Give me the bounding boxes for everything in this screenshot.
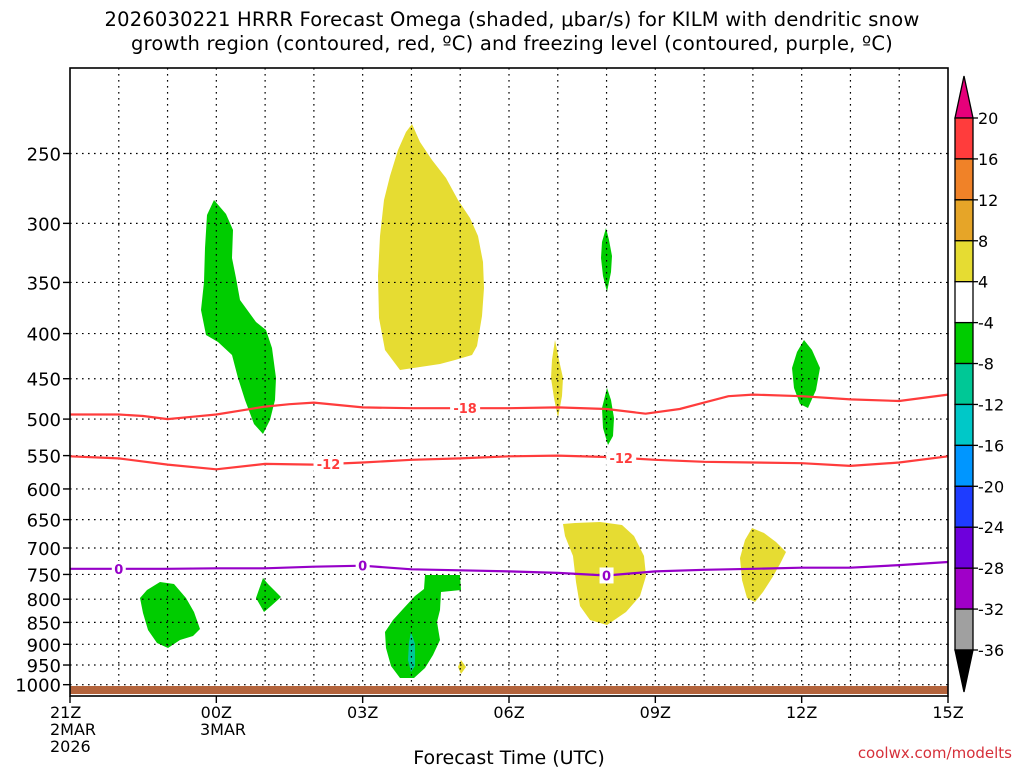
- omega-region-8: [740, 528, 786, 602]
- colorbar-band-9: [954, 444, 974, 487]
- omega-region-5: [602, 388, 614, 445]
- colorbar-band-1: [954, 117, 974, 160]
- colorbar-band-0: [954, 75, 974, 119]
- colorbar-label-3: 8: [978, 232, 988, 251]
- x-tick-label-1-l2: 3MAR: [200, 720, 246, 739]
- y-tick-label-950: 950: [27, 656, 61, 677]
- colorbar-label-13: -36: [978, 641, 1004, 660]
- x-tick-label-4-l1: 09Z: [640, 703, 671, 722]
- y-tick-label-750: 750: [27, 565, 61, 586]
- colorbar-label-11: -28: [978, 559, 1004, 578]
- x-tick-label-2-l1: 03Z: [347, 703, 378, 722]
- y-tick-label-600: 600: [27, 480, 61, 501]
- colorbar-band-12: [954, 567, 974, 610]
- y-tick-label-900: 900: [27, 635, 61, 656]
- contour-label-bg-1-1: [606, 449, 637, 466]
- colorbar-label-8: -16: [978, 436, 1004, 455]
- x-tick-label-1-l1: 00Z: [201, 703, 232, 722]
- y-tick-label-550: 550: [27, 447, 61, 468]
- colorbar-band-7: [954, 362, 974, 406]
- chart-title-line-2: growth region (contoured, red, ºC) and f…: [131, 32, 893, 55]
- colorbar-band-2: [954, 158, 974, 201]
- contour-line-2: [70, 560, 949, 577]
- chart-title-line-1: 2026030221 HRRR Forecast Omega (shaded, …: [104, 8, 920, 31]
- colorbar-label-12: -32: [978, 600, 1004, 619]
- omega-region-9: [140, 582, 200, 648]
- x-tick-label-5-l1: 12Z: [786, 703, 817, 722]
- omega-region-11: [385, 575, 461, 678]
- x-axis-label: Forecast Time (UTC): [413, 747, 604, 768]
- omega-region-12: [408, 632, 415, 672]
- colorbar-band-5: [954, 281, 974, 324]
- colorbar-label-6: -8: [978, 355, 994, 374]
- colorbar-label-7: -12: [978, 395, 1004, 414]
- contour-line-0: [70, 393, 949, 421]
- contour-label-bg-2-1: [355, 557, 370, 574]
- colorbar-band-10: [954, 485, 974, 528]
- x-tick-label-0-l1: 21Z: [50, 703, 81, 722]
- contour-label-2-2: 0: [602, 569, 611, 584]
- colorbar-label-2: 12: [978, 191, 998, 210]
- contour-label-bg-1-0: [313, 455, 344, 472]
- credit-text: coolwx.com/modelts: [857, 744, 1012, 762]
- omega-region-6: [792, 340, 820, 408]
- colorbar-band-13: [954, 608, 974, 651]
- colorbar-band-6: [954, 321, 974, 365]
- y-tick-label-650: 650: [27, 511, 61, 532]
- y-tick-label-300: 300: [27, 214, 61, 235]
- contour-label-2-1: 0: [358, 560, 367, 575]
- contour-label-1-0: -12: [317, 458, 341, 473]
- colorbar-label-0: 20: [978, 109, 998, 128]
- y-tick-label-350: 350: [27, 273, 61, 294]
- y-tick-label-250: 250: [27, 144, 61, 165]
- colorbar-band-8: [954, 403, 974, 447]
- omega-region-2: [378, 124, 484, 370]
- contour-label-bg-0-0: [450, 400, 481, 417]
- colorbar-band-14: [954, 649, 974, 693]
- x-tick-label-0-l3: 2026: [50, 737, 91, 756]
- colorbar-band-11: [954, 526, 974, 569]
- colorbar-band-3: [954, 199, 974, 242]
- contour-label-bg-2-0: [111, 560, 126, 577]
- y-tick-label-700: 700: [27, 539, 61, 560]
- x-tick-label-3-l1: 06Z: [493, 703, 524, 722]
- contour-label-0-0: -18: [453, 402, 477, 417]
- colorbar-label-5: -4: [978, 314, 994, 333]
- contour-label-1-1: -12: [609, 452, 633, 467]
- omega-region-13: [458, 660, 466, 674]
- contour-line-1: [69, 454, 949, 471]
- y-tick-label-1000: 1000: [15, 676, 61, 697]
- colorbar-label-1: 16: [978, 150, 998, 169]
- y-tick-label-850: 850: [27, 613, 61, 634]
- contour-label-bg-2-2: [599, 567, 614, 584]
- y-tick-label-450: 450: [27, 370, 61, 391]
- y-tick-label-500: 500: [27, 410, 61, 431]
- x-tick-label-0-l2: 2MAR: [50, 720, 96, 739]
- colorbar-label-10: -24: [978, 518, 1004, 537]
- y-tick-label-400: 400: [27, 325, 61, 346]
- omega-region-10: [256, 578, 281, 612]
- contour-label-2-0: 0: [114, 563, 123, 578]
- colorbar-label-4: 4: [978, 273, 988, 292]
- colorbar-band-4: [954, 240, 974, 283]
- omega-region-1: [201, 200, 276, 434]
- ground-surface: [70, 686, 948, 694]
- colorbar-label-9: -20: [978, 477, 1004, 496]
- y-tick-label-800: 800: [27, 590, 61, 611]
- x-tick-label-6-l1: 15Z: [932, 703, 963, 722]
